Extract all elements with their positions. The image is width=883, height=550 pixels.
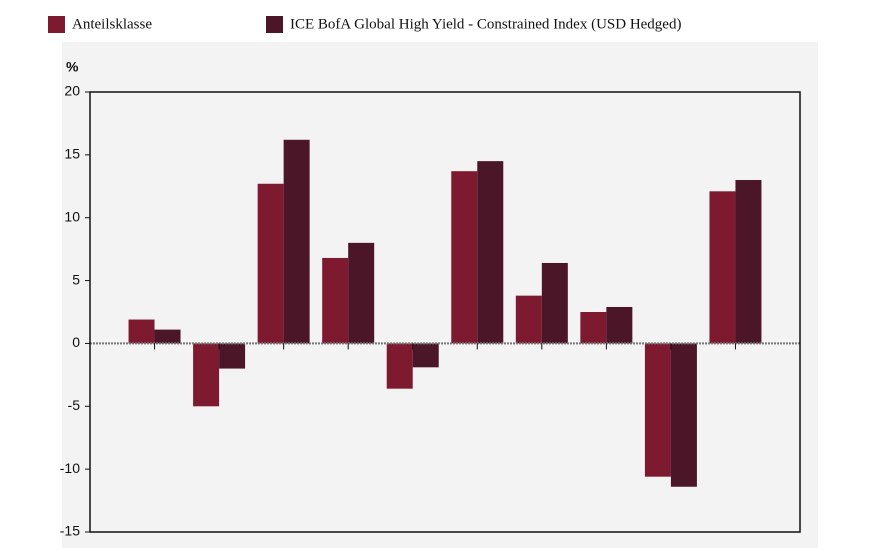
bar [709,191,736,344]
bar [735,180,762,344]
bar [348,242,375,344]
bar [644,343,671,477]
y-tick-label: 20 [64,83,80,99]
y-tick-label: -15 [60,523,80,539]
plot-frame [89,91,801,533]
bar [219,343,246,369]
legend-label: Anteilsklasse [72,16,152,32]
bar [541,262,568,344]
bar [283,139,310,344]
y-tick-label: 15 [64,146,80,162]
y-tick-label: 5 [72,271,80,287]
y-tick-label: 10 [64,208,80,224]
y-tick-label: -10 [60,460,80,476]
bar [257,183,284,344]
legend-label: ICE BofA Global High Yield - Constrained… [290,16,681,32]
plot-background [62,42,818,548]
bar [515,295,542,344]
bar [412,343,439,368]
bar [670,343,697,487]
bar [322,257,349,344]
bar [580,312,607,344]
y-tick-label: 0 [72,334,80,350]
legend-swatch [266,16,283,33]
legend-swatch [48,16,65,33]
bar [193,343,220,407]
bar [154,329,181,344]
bar [386,343,413,389]
y-axis-label: % [66,59,79,75]
bar [477,161,504,344]
bar [606,306,633,344]
bar [128,319,155,344]
y-tick-label: -5 [68,397,81,413]
bar [451,171,478,344]
